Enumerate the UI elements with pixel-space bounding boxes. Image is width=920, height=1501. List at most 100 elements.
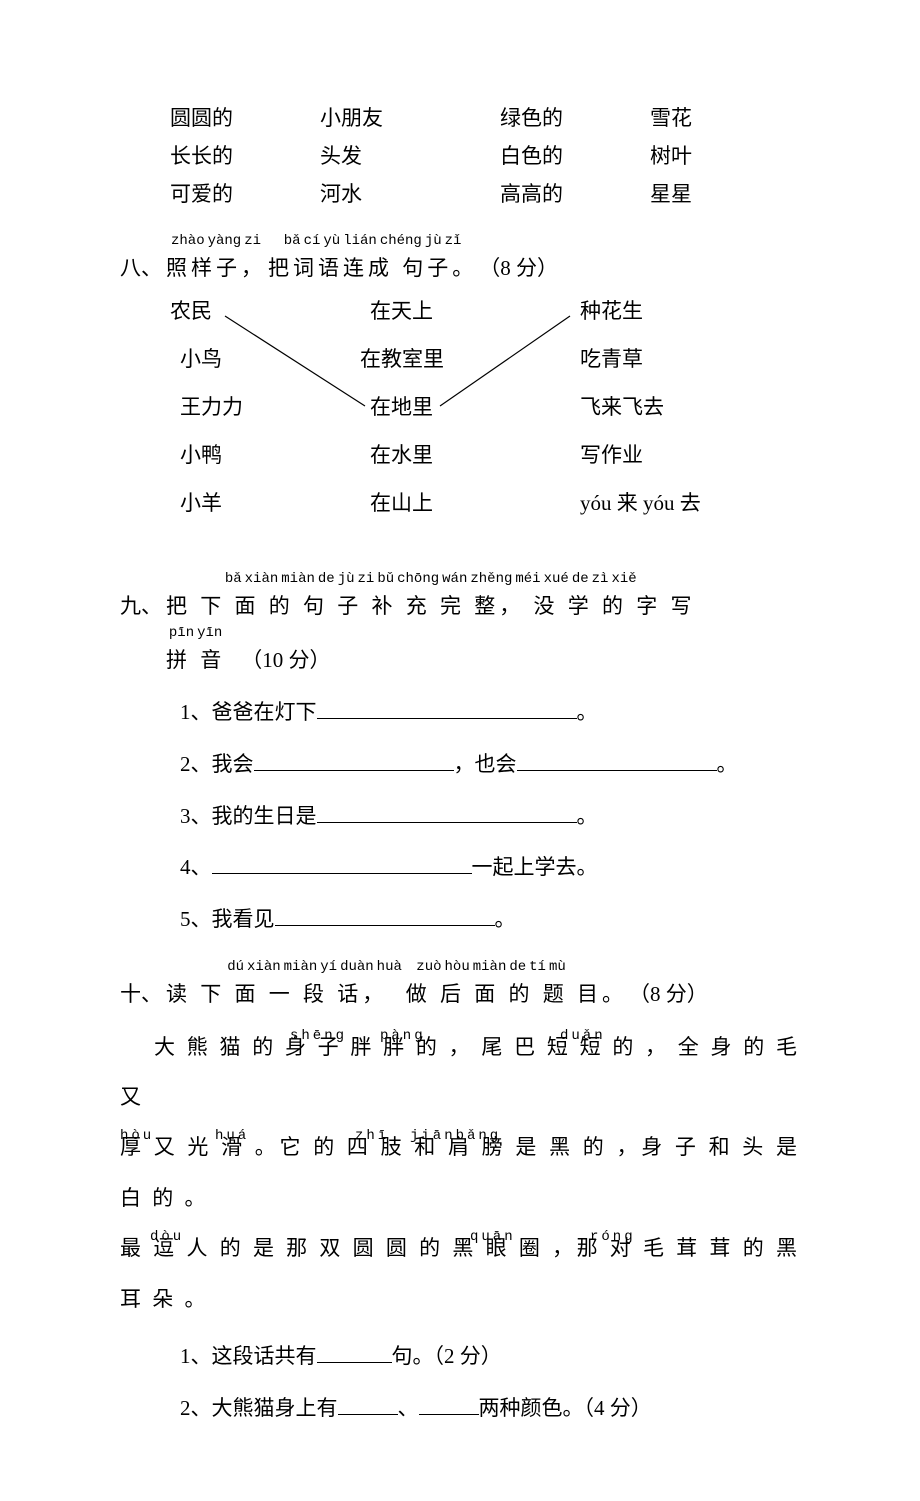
q8-col1-item: 小羊 [180, 491, 222, 515]
q10-heading: 十、 dúxiànmiànyíduànhuà zuòhòumiàndetímù … [120, 959, 800, 1014]
q8-col3-item: 种花生 [580, 299, 643, 323]
word-row: 可爱的 河水 高高的 星星 [170, 176, 800, 214]
word-cell: 可爱的 [170, 176, 320, 214]
fill-blank[interactable] [317, 697, 577, 719]
ruby: pīnyīn 拼 音 [166, 625, 225, 680]
q8-col3-item: 吃青草 [580, 347, 643, 371]
q9-item: 2、我会 ，也会 。 [180, 746, 800, 784]
item-number: 5、 [180, 907, 212, 931]
item-text: 。 [717, 752, 738, 776]
top-word-grid: 圆圆的 小朋友 绿色的 雪花 长长的 头发 白色的 树叶 可爱的 河水 高高的 … [120, 100, 800, 213]
q8-col1-item: 农民 [170, 299, 212, 323]
item-number: 1、 [180, 700, 212, 724]
q9-item: 4、 一起上学去。 [180, 849, 800, 887]
fill-blank[interactable] [317, 1341, 392, 1363]
q8-col1-item: 王力力 [180, 395, 243, 419]
q8-matching-diagram: 农民 小鸟 王力力 小鸭 小羊 在天上 在教室里 在地里 在水里 在山上 种花生… [140, 288, 800, 551]
item-text: 我看见 [212, 907, 275, 931]
pinyin-annotation: hòu [120, 1120, 154, 1154]
item-text: 我会 [212, 752, 254, 776]
fill-blank[interactable] [338, 1393, 398, 1415]
item-number: 4、 [180, 855, 212, 879]
word-cell: 小朋友 [320, 100, 500, 138]
item-text: 。 [577, 804, 598, 828]
item-text: 这段话共有 [212, 1344, 317, 1368]
q9-points: （10 分） [241, 642, 330, 680]
fill-blank[interactable] [254, 749, 454, 771]
q8-col2-item: 在地里 [370, 395, 433, 419]
page: 圆圆的 小朋友 绿色的 雪花 长长的 头发 白色的 树叶 可爱的 河水 高高的 … [0, 0, 920, 1501]
pinyin-annotation: rónɡ [590, 1221, 636, 1255]
fill-blank[interactable] [212, 852, 472, 874]
fill-blank[interactable] [419, 1393, 479, 1415]
q8-col3-item: 写作业 [580, 443, 643, 467]
pinyin-annotation: huá [215, 1120, 249, 1154]
item-number: 1、 [180, 1344, 212, 1368]
item-text: 。 [577, 700, 598, 724]
pinyin-annotation: pànɡ [380, 1020, 426, 1054]
fill-blank[interactable] [317, 801, 577, 823]
item-points: （2 分） [434, 1344, 502, 1368]
item-text: 。 [495, 907, 516, 931]
match-line [440, 316, 570, 406]
q9-item: 3、我的生日是 。 [180, 798, 800, 836]
pinyin-annotation: duǎn [560, 1020, 606, 1054]
q10-sub-item: 1、这段话共有句。（2 分） [180, 1338, 800, 1376]
item-text: 我的生日是 [212, 804, 317, 828]
word-cell: 长长的 [170, 138, 320, 176]
item-number: 2、 [180, 752, 212, 776]
passage-line: hòu huá zhī jiānbǎnɡ 厚 又 光 滑 。它 的 四 肢 和 … [120, 1122, 800, 1223]
q8-points: （8 分） [479, 250, 558, 288]
ruby: bǎcíyùliánchéngjùzǐ把词语连成 句子。 [268, 233, 477, 288]
q8-col2-item: 在山上 [370, 491, 433, 515]
item-text: ，也会 [454, 752, 517, 776]
word-cell: 头发 [320, 138, 500, 176]
ruby: bǎxiànmiàndejùzibǔchōngwánzhěngméixuédez… [166, 571, 696, 626]
word-cell: 圆圆的 [170, 100, 320, 138]
q10-points: （8 分） [629, 976, 708, 1014]
matching-svg: 农民 小鸟 王力力 小鸭 小羊 在天上 在教室里 在地里 在水里 在山上 种花生… [140, 288, 780, 538]
q9-heading: 九、 bǎxiànmiàndejùzibǔchōngwánzhěngméixué… [120, 571, 800, 680]
q8-col3-item: yóu 来 yóu 去 [580, 491, 701, 515]
item-text: 爸爸在灯下 [212, 700, 317, 724]
pinyin-annotation: zhī [355, 1120, 389, 1154]
item-text: 两种颜色。 [479, 1396, 584, 1420]
q10-passage: shēnɡ pànɡ duǎn 大 熊 猫 的 身 子 胖 胖 的 ， 尾 巴 … [120, 1022, 800, 1324]
ruby: dúxiànmiànyíduànhuà zuòhòumiàndetímù 读 下… [166, 959, 627, 1014]
pinyin-annotation: quān [470, 1221, 516, 1255]
passage-text: 大 熊 猫 的 身 子 胖 胖 的 ， 尾 巴 短 短 的 ， 全 身 的 毛 … [120, 1035, 800, 1109]
match-line [225, 316, 365, 406]
q10-sub-item: 2、大熊猫身上有、两种颜色。（4 分） [180, 1390, 800, 1428]
word-cell: 白色的 [500, 138, 650, 176]
q8-col2-item: 在水里 [370, 443, 433, 467]
word-cell: 绿色的 [500, 100, 650, 138]
q8-col1-item: 小鸟 [180, 347, 222, 371]
q9-number: 九、 [120, 588, 162, 626]
q8-heading: 八、 zhàoyàngzi照样子， bǎcíyùliánchéngjùzǐ把词语… [120, 233, 800, 288]
item-text: 一起上学去。 [472, 855, 598, 879]
pinyin-annotation: shēnɡ [290, 1020, 347, 1054]
word-row: 长长的 头发 白色的 树叶 [170, 138, 800, 176]
word-row: 圆圆的 小朋友 绿色的 雪花 [170, 100, 800, 138]
fill-blank[interactable] [275, 904, 495, 926]
q9-item: 1、爸爸在灯下 。 [180, 694, 800, 732]
item-points: （4 分） [584, 1396, 652, 1420]
fill-blank[interactable] [517, 749, 717, 771]
item-number: 3、 [180, 804, 212, 828]
q8-col1-item: 小鸭 [180, 443, 222, 467]
pinyin-annotation: jiānbǎnɡ [410, 1120, 501, 1154]
pinyin-annotation: dòu [150, 1221, 184, 1255]
word-cell: 星星 [650, 176, 770, 214]
word-cell: 雪花 [650, 100, 770, 138]
item-text: 、 [398, 1396, 419, 1420]
passage-line: dòu quān rónɡ 最 逗 人 的 是 那 双 圆 圆 的 黑 眼 圈 … [120, 1223, 800, 1324]
q8-col2-item: 在教室里 [360, 347, 444, 371]
word-cell: 高高的 [500, 176, 650, 214]
q8-col3-item: 飞来飞去 [580, 395, 664, 419]
q8-col2-item: 在天上 [370, 299, 433, 323]
word-cell: 树叶 [650, 138, 770, 176]
passage-text: 最 逗 人 的 是 那 双 圆 圆 的 黑 眼 圈 ，那 对 毛 茸 茸 的 黑… [120, 1236, 800, 1310]
q10-number: 十、 [120, 976, 162, 1014]
word-cell: 河水 [320, 176, 500, 214]
q9-item: 5、我看见 。 [180, 901, 800, 939]
